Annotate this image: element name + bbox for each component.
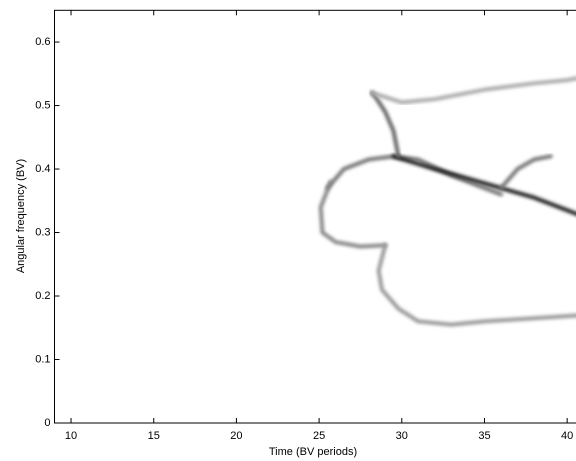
y-tick-label: 0.6 [35, 36, 50, 48]
ridge [499, 154, 553, 191]
x-tick-label: 10 [65, 430, 77, 442]
ridge [370, 90, 401, 159]
y-axis-label: Angular frequency (BV) [15, 159, 27, 273]
ridge [318, 179, 388, 249]
x-tick-label: 40 [561, 430, 573, 442]
y-tick-label: 0.2 [35, 290, 50, 302]
y-tick-label: 0.5 [35, 99, 50, 111]
plot-frame [54, 9, 576, 424]
x-tick-label: 20 [230, 430, 242, 442]
y-tick-label: 0 [44, 417, 50, 429]
x-tick-label: 30 [396, 430, 408, 442]
ridge [325, 154, 504, 197]
y-tick-label: 0.4 [35, 163, 50, 175]
ridge [376, 243, 576, 327]
x-tick-label: 15 [148, 430, 160, 442]
y-tick-label: 0.1 [35, 353, 50, 365]
x-axis-label: Time (BV periods) [269, 446, 357, 458]
x-tick-label: 25 [313, 430, 325, 442]
y-tick-label: 0.3 [35, 226, 50, 238]
x-tick-label: 35 [478, 430, 490, 442]
ridge [370, 76, 576, 105]
